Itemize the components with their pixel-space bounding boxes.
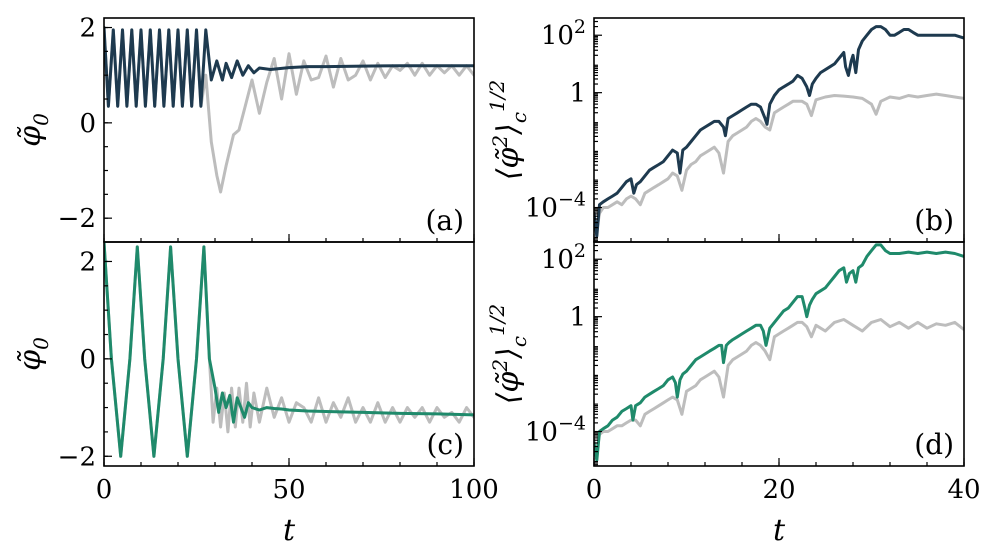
axes-frame	[103, 241, 475, 467]
y-tick-label: 10−4	[525, 413, 586, 448]
panel-label: (b)	[914, 204, 954, 237]
axes-frame	[593, 241, 965, 467]
y-tick-label: 0	[79, 345, 96, 375]
panel-label: (c)	[426, 428, 464, 461]
x-tick-label: 40	[947, 475, 980, 505]
y-tick-label: 0	[79, 109, 96, 139]
y-tick-label: 1	[569, 303, 586, 333]
y-tick-label: −2	[58, 442, 96, 472]
x-tick-label: 0	[586, 475, 603, 505]
series-reference	[594, 92, 964, 232]
series-reference	[104, 242, 474, 458]
y-axis-label: ⟨φ̃2⟩c1/2	[485, 80, 531, 181]
y-axis-label: φ̃0	[13, 337, 53, 371]
y-tick-label: 102	[541, 16, 586, 51]
x-tick-label: 0	[96, 475, 113, 505]
y-tick-label: −2	[58, 204, 96, 234]
y-tick-label: 1	[569, 79, 586, 109]
series-solution	[594, 243, 964, 462]
x-axis-label: t	[283, 513, 296, 548]
y-tick-label: 10−4	[525, 189, 586, 224]
series-solution	[594, 25, 964, 238]
x-axis-label: t	[773, 513, 786, 548]
series-solution	[104, 242, 474, 458]
y-tick-label: 2	[79, 247, 96, 277]
panel-1: 10−4 1 102 ⟨φ̃2⟩c1/2 (b)	[485, 16, 965, 243]
x-tick-label: 100	[449, 475, 499, 505]
y-axis-label: ⟨φ̃2⟩c1/2	[485, 304, 531, 405]
panel-label: (d)	[914, 428, 954, 461]
panel-0: −2 0 2 φ̃0 (a)	[13, 14, 475, 243]
y-axis-label: φ̃0	[13, 113, 53, 147]
panel-label: (a)	[425, 204, 464, 237]
x-tick-label: 50	[272, 475, 305, 505]
panel-3: 0 20 40 10−4 1 102 ⟨φ̃2⟩c1/2 t (d)	[485, 240, 981, 548]
series-solution	[104, 26, 474, 108]
y-tick-label: 2	[79, 14, 96, 44]
x-tick-label: 20	[762, 475, 795, 505]
y-tick-label: 102	[541, 240, 586, 275]
axes-frame	[593, 17, 965, 243]
series-reference	[594, 318, 964, 454]
